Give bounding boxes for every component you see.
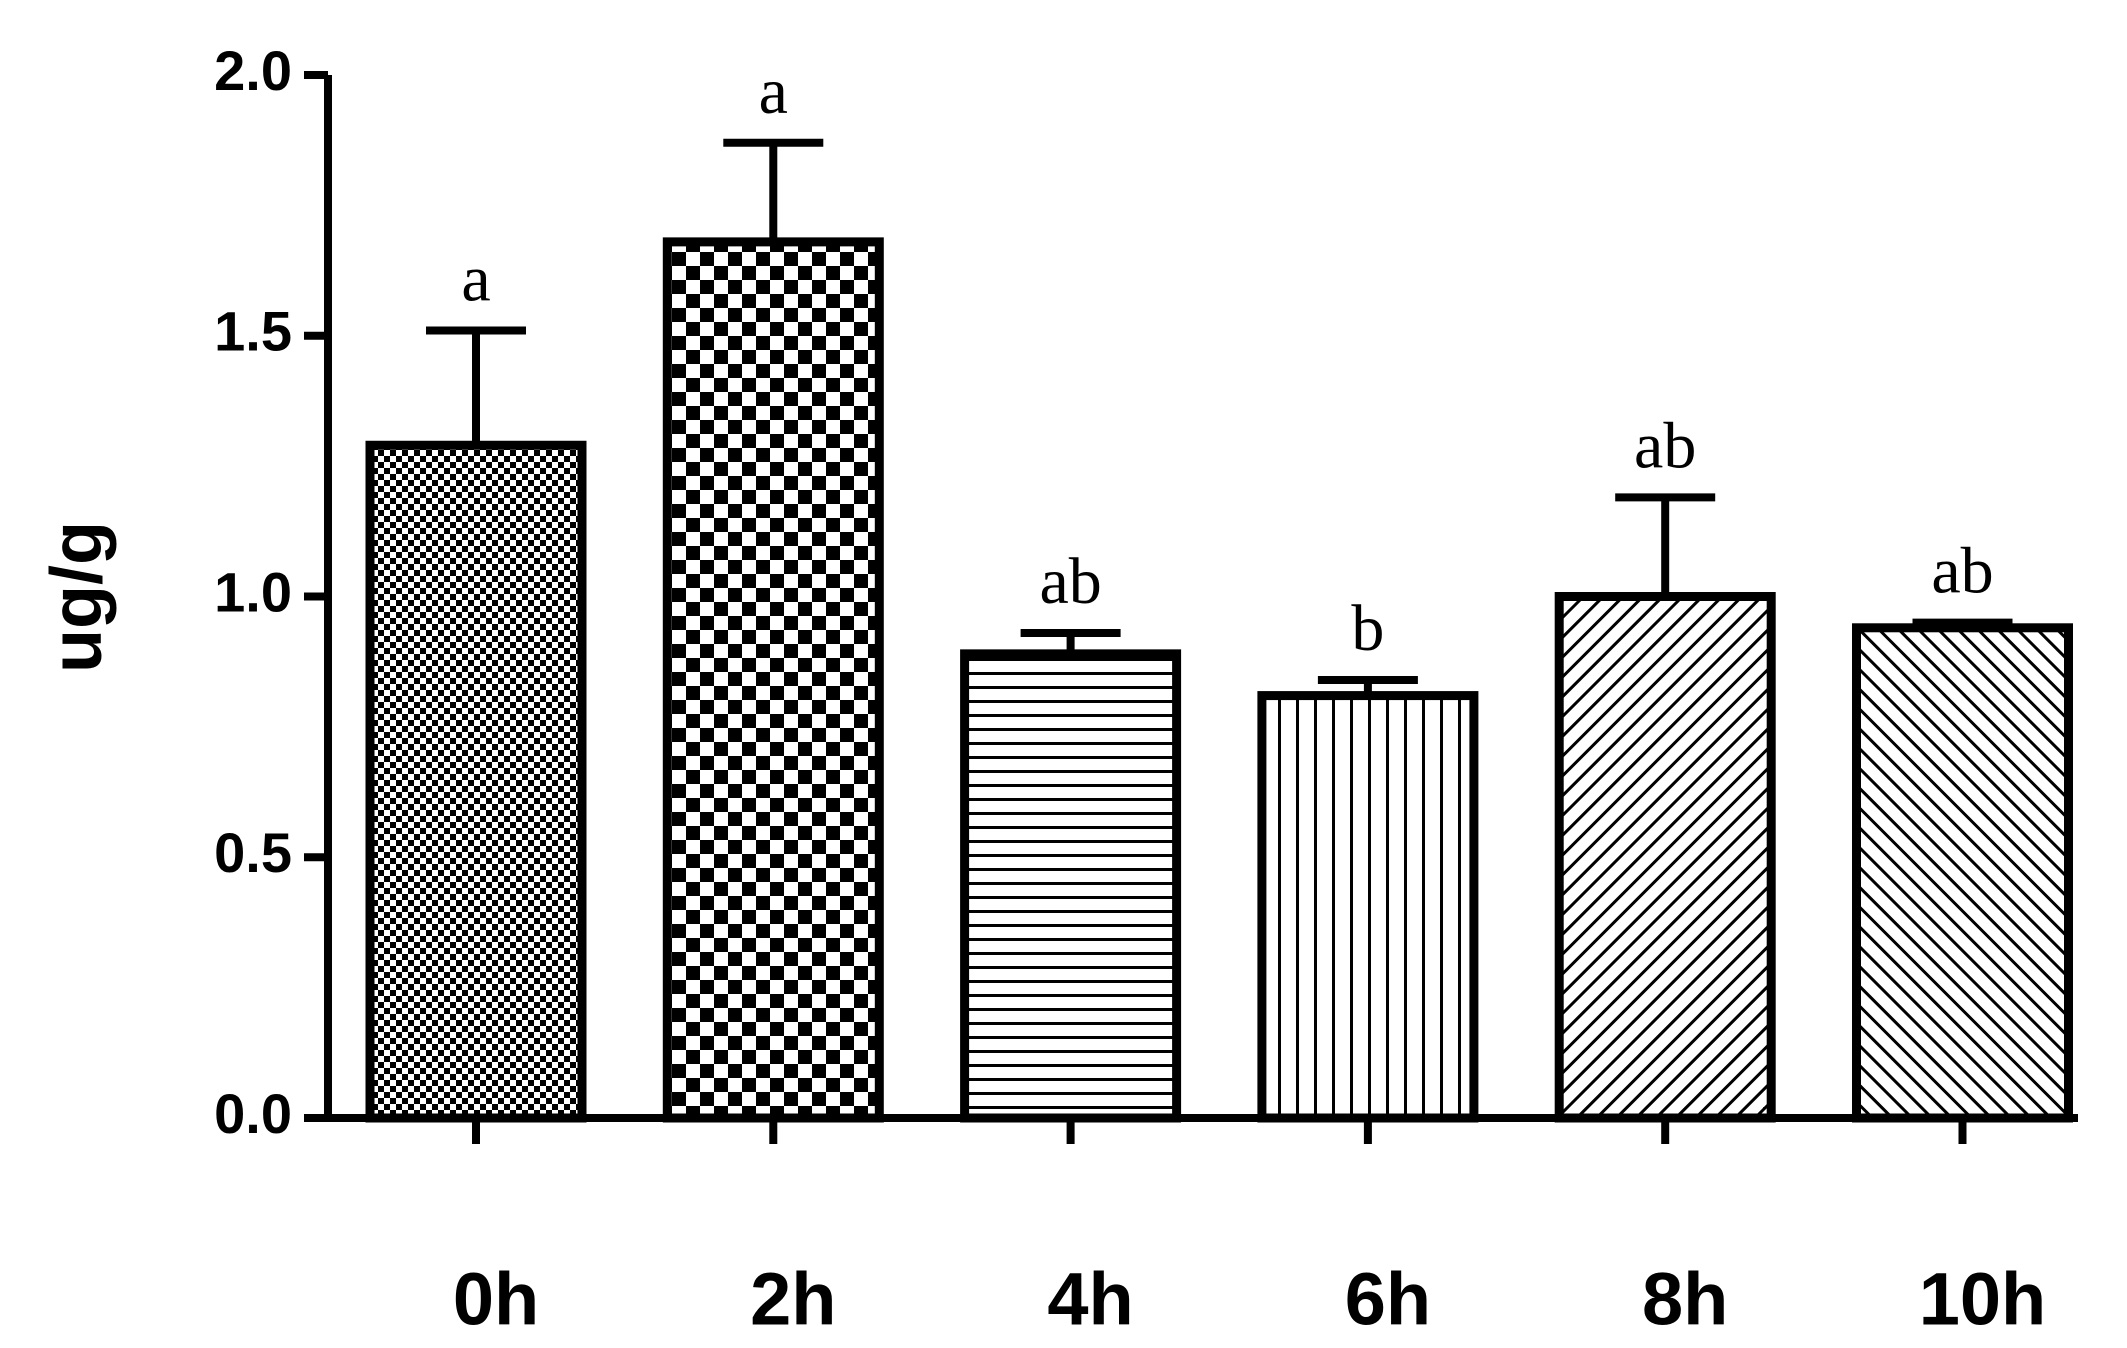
y-tick-label: 0.0 xyxy=(214,1082,292,1145)
y-axis-label: ug/g xyxy=(37,521,117,673)
x-tick-label: 4h xyxy=(1047,1258,1133,1341)
bar xyxy=(960,649,1182,1123)
bar xyxy=(1852,623,2073,1123)
significance-label: ab xyxy=(1634,409,1696,482)
x-tick-label: 10h xyxy=(1919,1258,2047,1341)
y-tick-label: 2.0 xyxy=(214,39,292,102)
significance-label: ab xyxy=(1931,535,1993,608)
significance-label: b xyxy=(1351,592,1384,665)
bar xyxy=(365,440,587,1123)
y-tick-label: 1.0 xyxy=(214,560,292,623)
bar xyxy=(1257,691,1479,1123)
bar xyxy=(662,237,884,1123)
x-tick-label: 6h xyxy=(1345,1258,1431,1341)
x-tick-label: 2h xyxy=(750,1258,836,1341)
x-tick-label: 8h xyxy=(1642,1258,1728,1341)
bar xyxy=(1554,592,1776,1123)
significance-label: a xyxy=(461,243,490,316)
x-tick-label: 0h xyxy=(453,1258,539,1341)
significance-label: a xyxy=(759,55,788,128)
y-tick-label: 0.5 xyxy=(214,821,292,884)
y-tick-label: 1.5 xyxy=(214,300,292,363)
significance-label: ab xyxy=(1039,545,1101,618)
